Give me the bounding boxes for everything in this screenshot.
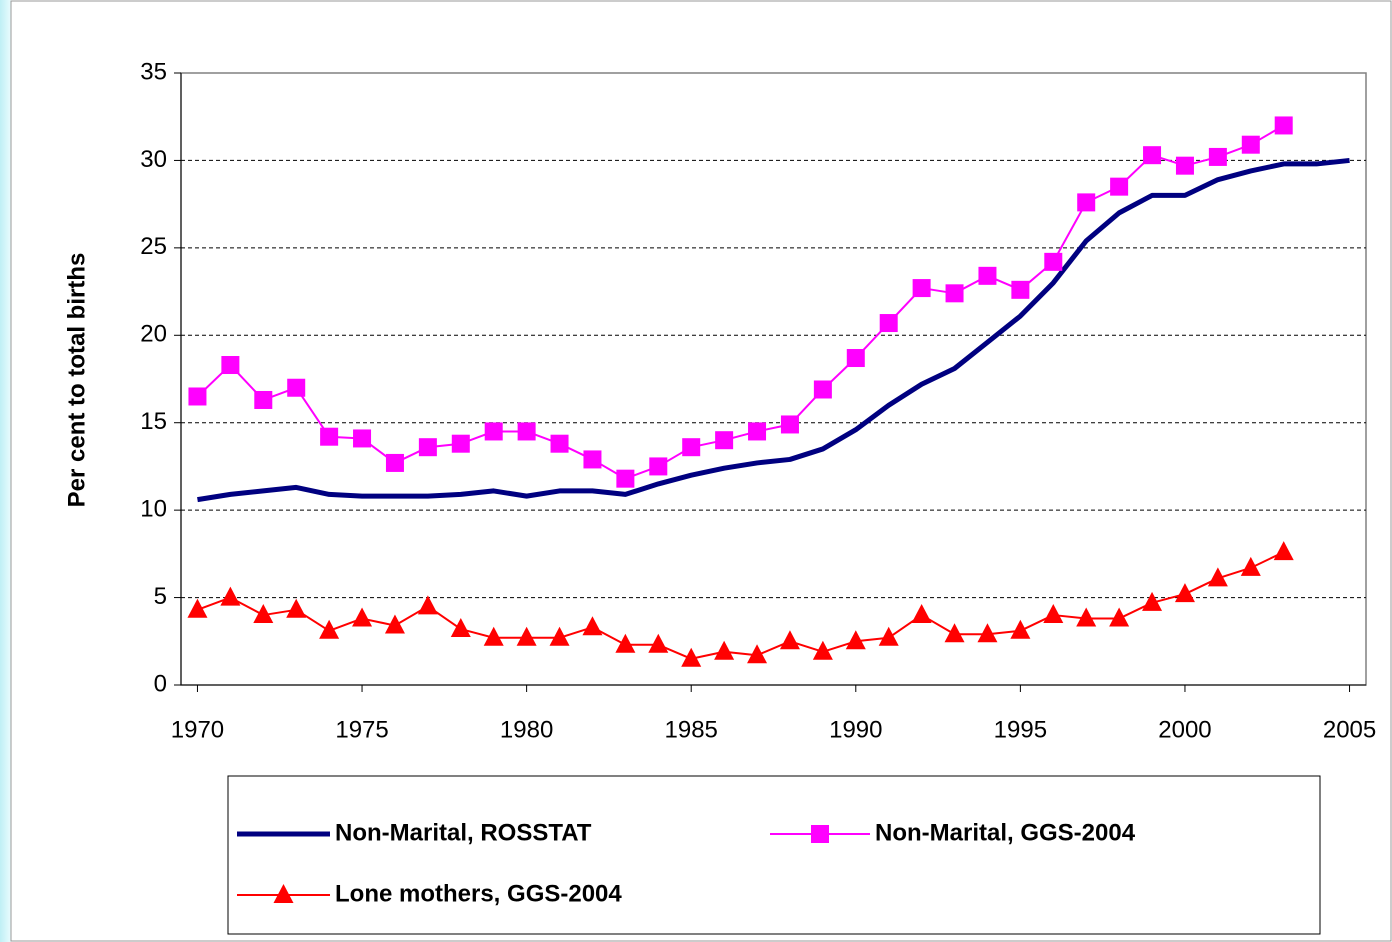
- square-marker: [978, 266, 997, 285]
- triangle-marker: [1240, 556, 1261, 576]
- triangle-marker: [516, 626, 537, 646]
- square-marker: [715, 431, 734, 450]
- x-tick-label: 1975: [335, 716, 388, 743]
- triangle-marker: [1207, 567, 1228, 587]
- triangle-marker: [384, 614, 405, 634]
- x-tick-label: 1995: [994, 716, 1047, 743]
- square-marker: [583, 450, 602, 469]
- square-marker: [811, 825, 829, 843]
- triangle-marker: [681, 647, 702, 667]
- legend-label: Lone mothers, GGS-2004: [335, 880, 622, 907]
- square-marker: [353, 429, 372, 448]
- triangle-marker: [273, 884, 294, 903]
- y-tick-label: 15: [140, 408, 167, 435]
- square-marker: [1274, 116, 1293, 135]
- square-marker: [287, 378, 306, 397]
- square-marker: [1110, 177, 1129, 196]
- square-marker: [748, 422, 767, 441]
- square-marker: [649, 457, 668, 476]
- square-marker: [320, 427, 339, 446]
- triangle-marker: [714, 640, 735, 660]
- series-line: [196, 124, 1285, 480]
- triangle-marker: [253, 604, 274, 624]
- triangle-marker: [977, 623, 998, 643]
- y-tick-label: 5: [154, 583, 167, 610]
- series-line: [197, 157, 1350, 503]
- x-tick-label: 1990: [829, 716, 882, 743]
- square-marker: [780, 415, 799, 434]
- triangle-marker: [812, 640, 833, 660]
- square-marker: [1208, 147, 1227, 166]
- triangle-marker: [779, 630, 800, 650]
- x-tick-label: 2005: [1323, 716, 1376, 743]
- square-marker: [385, 453, 404, 472]
- square-marker: [221, 356, 240, 375]
- series-line: [197, 551, 1285, 660]
- triangle-marker: [1142, 591, 1163, 611]
- triangle-marker: [187, 598, 208, 618]
- square-marker: [912, 279, 931, 298]
- triangle-marker: [878, 626, 899, 646]
- y-tick-label: 35: [140, 58, 167, 85]
- triangle-marker: [220, 586, 241, 606]
- y-tick-label: 30: [140, 146, 167, 173]
- square-marker: [418, 438, 437, 457]
- square-marker: [188, 387, 207, 406]
- x-tick-label: 1980: [500, 716, 553, 743]
- square-marker: [1175, 156, 1194, 175]
- square-marker: [1241, 135, 1260, 154]
- triangle-marker: [319, 619, 340, 639]
- triangle-marker: [549, 626, 570, 646]
- square-marker: [254, 390, 273, 409]
- triangle-marker: [417, 595, 438, 615]
- triangle-marker: [582, 616, 603, 636]
- triangle-marker: [1273, 541, 1294, 561]
- square-marker: [484, 422, 503, 441]
- triangle-marker: [1109, 607, 1130, 627]
- triangle-marker: [483, 626, 504, 646]
- x-tick-label: 2000: [1158, 716, 1211, 743]
- legend-label: Non-Marital, GGS-2004: [875, 819, 1136, 846]
- y-tick-label: 0: [154, 670, 167, 697]
- square-marker: [879, 314, 898, 333]
- square-marker: [1143, 146, 1162, 165]
- square-marker: [517, 422, 536, 441]
- triangle-marker: [648, 633, 669, 653]
- triangle-marker: [747, 644, 768, 664]
- triangle-marker: [286, 598, 307, 618]
- y-axis-title: Per cent to total births: [63, 253, 90, 508]
- triangle-marker: [352, 607, 373, 627]
- square-marker: [451, 434, 470, 453]
- y-tick-label: 20: [140, 321, 167, 348]
- triangle-marker: [944, 623, 965, 643]
- triangle-marker: [1010, 619, 1031, 639]
- triangle-marker: [1043, 604, 1064, 624]
- square-marker: [813, 380, 832, 399]
- square-marker: [1011, 280, 1030, 299]
- square-marker: [945, 284, 964, 303]
- legend: [227, 775, 1321, 935]
- triangle-marker: [1174, 583, 1195, 603]
- x-tick-label: 1985: [665, 716, 718, 743]
- square-marker: [682, 438, 701, 457]
- triangle-marker: [911, 604, 932, 624]
- square-marker: [846, 349, 865, 368]
- legend-label: Non-Marital, ROSSTAT: [335, 819, 592, 846]
- square-marker: [550, 434, 569, 453]
- square-marker: [1044, 252, 1063, 271]
- square-marker: [616, 469, 635, 488]
- triangle-marker: [615, 633, 636, 653]
- triangle-marker: [450, 618, 471, 638]
- x-tick-label: 1970: [171, 716, 224, 743]
- y-tick-label: 25: [140, 233, 167, 260]
- triangle-marker: [845, 630, 866, 650]
- triangle-marker: [1076, 607, 1097, 627]
- square-marker: [1077, 193, 1096, 212]
- y-tick-label: 10: [140, 495, 167, 522]
